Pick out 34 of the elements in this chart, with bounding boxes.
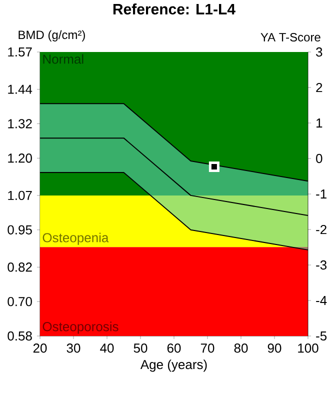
y-tick-label: 1.44: [8, 84, 32, 94]
y2-tick-label: 3: [316, 47, 322, 57]
y2-tick-label: -2: [316, 224, 326, 234]
band-label: Osteoporosis: [42, 322, 118, 334]
y2-tick-label: -4: [316, 296, 327, 305]
x-tick-label: 80: [234, 344, 248, 353]
y-axis-title: BMD (g/cm²): [18, 30, 85, 42]
x-axis-title: Age (years): [140, 360, 207, 372]
x-tick-label: 50: [134, 344, 148, 353]
y-tick-label: 0.70: [8, 296, 32, 306]
x-tick-label: 30: [66, 344, 80, 353]
x-tick-label: 40: [100, 344, 114, 353]
y2-tick-label: 2: [316, 82, 322, 92]
y2-axis-title: YA T-Score: [260, 32, 320, 42]
y-tick-label: 1.20: [8, 154, 32, 163]
x-tick-label: 70: [200, 344, 214, 353]
y2-tick-label: 1: [316, 118, 322, 128]
y-tick-label: 1.57: [8, 47, 32, 57]
chart-title: Reference: L1-L4: [113, 3, 236, 14]
y-tick-label: 1.32: [8, 119, 32, 128]
y2-tick-label: -3: [316, 260, 327, 270]
x-tick-label: 100: [298, 344, 318, 353]
y2-tick-label: 0: [316, 154, 322, 164]
y-tick-label: 0.82: [8, 262, 32, 272]
band-label: Osteopenia: [42, 232, 109, 245]
band-label: Normal: [43, 54, 84, 64]
x-tick-label: 60: [167, 344, 181, 353]
y-tick-label: 0.95: [8, 225, 32, 234]
y-tick-label: 1.07: [8, 190, 32, 200]
x-tick-label: 90: [268, 344, 282, 353]
y-tick-label: 0.58: [8, 331, 32, 341]
y2-tick-label: -1: [316, 190, 326, 198]
y2-tick-label: -5: [316, 331, 327, 341]
x-tick-label: 20: [33, 344, 47, 353]
